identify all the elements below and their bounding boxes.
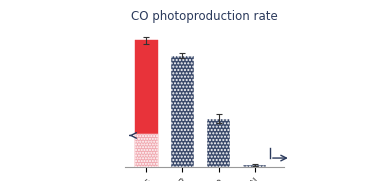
Bar: [135, 134, 158, 167]
Title: CO photoproduction rate: CO photoproduction rate: [131, 10, 277, 23]
Bar: [171, 56, 194, 167]
Bar: [207, 119, 230, 167]
Bar: [243, 165, 266, 167]
Bar: [135, 41, 158, 167]
